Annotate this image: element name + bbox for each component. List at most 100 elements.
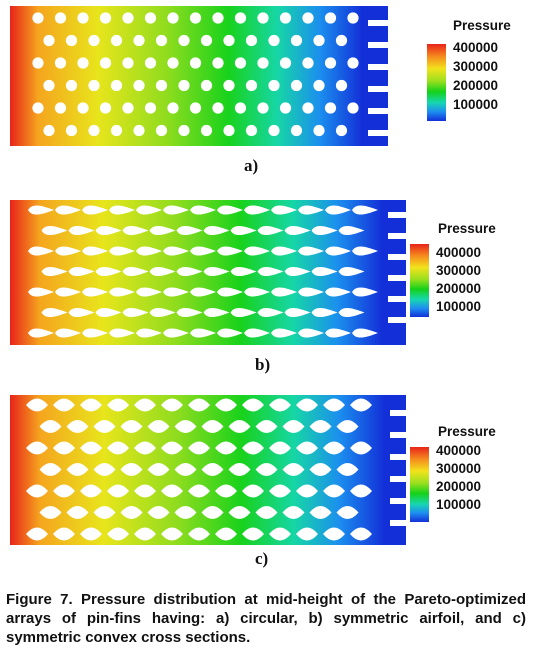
circular-pin-fin xyxy=(133,124,145,137)
airfoil-pin-fin xyxy=(271,246,297,256)
airfoil-pin-fin xyxy=(68,307,95,318)
circular-pin-fin xyxy=(257,102,269,114)
convex-pin-fin xyxy=(93,463,116,476)
circular-pin-fin xyxy=(313,124,325,137)
circular-pin-fin xyxy=(122,57,134,69)
colorbar xyxy=(410,244,429,317)
circular-pin-fin xyxy=(245,79,258,92)
convex-pin-fin xyxy=(282,420,305,433)
convex-pin-fin xyxy=(242,527,264,541)
airfoil-pin-fin xyxy=(176,225,203,236)
circular-pin-fin xyxy=(32,102,44,114)
circular-pin-fin xyxy=(110,124,123,137)
outlet-slot xyxy=(368,20,388,26)
convex-pin-fin xyxy=(282,463,305,476)
airfoil-pin-fin xyxy=(163,246,189,256)
convex-pin-fin xyxy=(296,484,318,498)
circular-pin-fin xyxy=(335,124,348,137)
outlet-slot xyxy=(388,275,406,281)
airfoil-pin-fin xyxy=(271,287,297,297)
legend-tick: 300000 xyxy=(436,461,482,476)
convex-pin-fin xyxy=(134,484,156,498)
airfoil-pin-fin xyxy=(338,225,365,236)
legend-tick: 400000 xyxy=(436,245,482,260)
airfoil-pin-fin xyxy=(230,307,257,318)
airfoil-pin-fin xyxy=(55,287,81,297)
circular-pin-fin xyxy=(347,12,359,24)
circular-pin-fin xyxy=(189,57,202,69)
airfoil-pin-fin xyxy=(298,287,324,297)
convex-pin-fin xyxy=(323,441,345,455)
airfoil-pin-fin xyxy=(244,287,270,297)
convex-pin-fin xyxy=(66,420,89,433)
circular-pin-fin xyxy=(167,12,179,24)
convex-pin-fin xyxy=(269,527,291,541)
airfoil-pin-fin xyxy=(311,225,338,236)
convex-pin-fin xyxy=(134,441,156,455)
convex-pin-fin xyxy=(296,527,318,541)
airfoil-pin-fin xyxy=(244,205,270,215)
convex-pin-fin xyxy=(161,527,183,541)
circular-pin-fin xyxy=(257,57,269,69)
convex-pin-fin xyxy=(80,398,102,412)
convex-pin-fin xyxy=(228,506,251,519)
circular-pin-fin xyxy=(88,34,100,47)
airfoil-pin-fin xyxy=(217,205,243,215)
convex-pin-fin xyxy=(323,484,345,498)
airfoil-pin-fin xyxy=(190,205,216,215)
circular-pin-fin xyxy=(302,57,314,69)
airfoil-pin-fin xyxy=(217,246,243,256)
circular-pin-fin xyxy=(77,102,89,114)
circular-pin-fin xyxy=(335,79,348,92)
convex-pin-fin xyxy=(66,463,89,476)
outlet-region xyxy=(382,200,406,345)
legend-tick: 400000 xyxy=(436,443,482,458)
convex-pin-fin xyxy=(188,527,210,541)
circular-pin-fin xyxy=(43,79,55,92)
airfoil-pin-fin xyxy=(338,266,365,277)
outlet-slot xyxy=(390,520,406,526)
convex-pin-fin xyxy=(228,463,251,476)
pressure-legend-c: Pressure 400000 300000 200000 100000 xyxy=(410,424,510,524)
circular-pin-fin xyxy=(77,57,89,69)
circular-pin-fin xyxy=(324,57,337,69)
airfoil-pin-fin xyxy=(298,328,324,338)
airfoil-pin-fin xyxy=(28,246,54,256)
circular-pin-fin xyxy=(110,34,123,47)
circular-pin-fin-plot xyxy=(10,6,388,146)
convex-pin-fin xyxy=(215,441,237,455)
convex-pin-fin xyxy=(80,441,102,455)
convex-pin-fin xyxy=(228,420,251,433)
airfoil-pin-fin xyxy=(244,246,270,256)
convex-pin-fin xyxy=(120,506,143,519)
circular-pin-fin xyxy=(88,79,100,92)
circular-pin-fin xyxy=(133,79,145,92)
outlet-slot xyxy=(388,254,406,260)
airfoil-pin-fin xyxy=(136,205,162,215)
circular-pin-fin xyxy=(245,34,258,47)
airfoil-pin-fin xyxy=(95,225,122,236)
airfoil-pin-fin xyxy=(95,307,122,318)
convex-pin-fin xyxy=(80,527,102,541)
legend-tick: 100000 xyxy=(436,497,482,512)
legend-tick: 100000 xyxy=(436,299,482,314)
circular-pin-fin xyxy=(290,79,303,92)
outlet-slot xyxy=(390,432,406,438)
legend-title: Pressure xyxy=(438,424,496,439)
circular-pin-fin xyxy=(32,12,44,24)
airfoil-pin-fin xyxy=(190,246,216,256)
circular-pin-fin xyxy=(43,34,55,47)
airfoil-pin-fin xyxy=(284,225,311,236)
airfoil-pin-fin xyxy=(41,225,68,236)
convex-pin-fin xyxy=(107,527,129,541)
colorbar xyxy=(427,44,446,121)
convex-pin-fin xyxy=(53,441,75,455)
airfoil-pin-fin xyxy=(230,225,257,236)
convex-pin-fin xyxy=(26,398,48,412)
airfoil-pin-fin xyxy=(136,328,162,338)
airfoil-pin-fin xyxy=(136,246,162,256)
circular-pin-fin xyxy=(200,79,213,92)
convex-pin-fin xyxy=(336,463,359,476)
airfoil-pin-fin xyxy=(163,287,189,297)
convex-pin-fin xyxy=(336,506,359,519)
